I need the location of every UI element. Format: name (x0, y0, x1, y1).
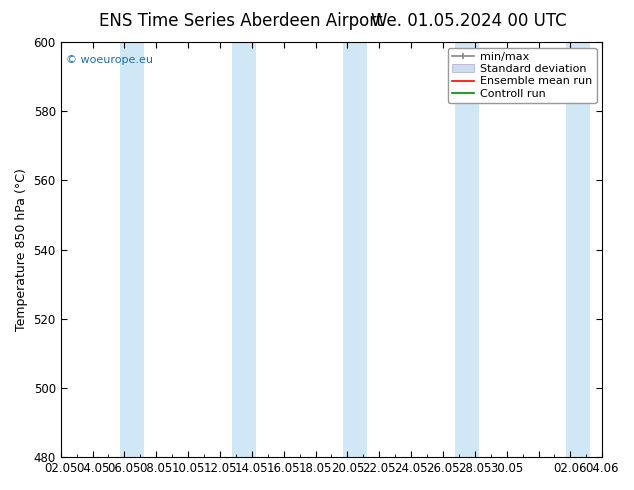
Bar (120, 42, 145, 457)
Text: We. 01.05.2024 00 UTC: We. 01.05.2024 00 UTC (372, 12, 567, 30)
Bar (455, 42, 479, 457)
Text: ENS Time Series Aberdeen Airport: ENS Time Series Aberdeen Airport (99, 12, 383, 30)
Text: © woeurope.eu: © woeurope.eu (66, 54, 153, 65)
Bar (566, 42, 590, 457)
Bar (344, 42, 367, 457)
Bar (232, 42, 256, 457)
Legend: min/max, Standard deviation, Ensemble mean run, Controll run: min/max, Standard deviation, Ensemble me… (448, 48, 597, 103)
Y-axis label: Temperature 850 hPa (°C): Temperature 850 hPa (°C) (15, 168, 28, 331)
